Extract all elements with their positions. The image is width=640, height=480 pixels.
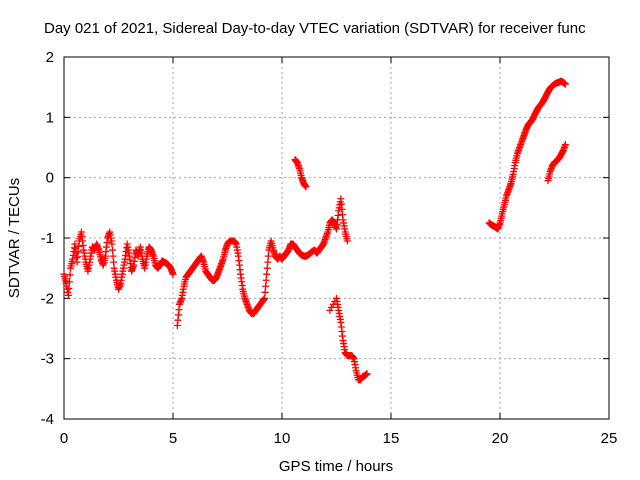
data-point bbox=[64, 291, 72, 299]
y-tick-label: -2 bbox=[41, 290, 54, 307]
x-tick-label: 0 bbox=[60, 430, 68, 447]
data-point bbox=[65, 278, 73, 286]
data-point bbox=[264, 258, 272, 266]
data-point bbox=[326, 306, 334, 314]
data-point bbox=[66, 271, 74, 279]
data-point bbox=[363, 370, 371, 378]
x-tick-label: 25 bbox=[601, 430, 618, 447]
tick-labels: 0 5 10 15 20 25 -4 -3 -2 -1 0 1 2 bbox=[41, 49, 618, 447]
plot-frame bbox=[63, 56, 610, 420]
x-axis-label: GPS time / hours bbox=[279, 458, 393, 475]
data-point bbox=[262, 276, 270, 284]
y-tick-label: 2 bbox=[46, 49, 54, 66]
x-tick-label: 15 bbox=[383, 430, 400, 447]
data-point bbox=[65, 285, 73, 293]
data-point bbox=[262, 282, 270, 290]
data-points bbox=[60, 77, 569, 384]
data-point bbox=[302, 183, 310, 191]
x-tick-label: 20 bbox=[492, 430, 509, 447]
data-point bbox=[261, 294, 269, 302]
data-point bbox=[109, 252, 117, 260]
data-point bbox=[264, 252, 272, 260]
y-tick-label: -3 bbox=[41, 351, 54, 368]
data-point bbox=[561, 80, 569, 88]
data-point bbox=[109, 246, 117, 254]
data-point bbox=[261, 288, 269, 296]
data-point bbox=[169, 270, 177, 278]
data-point bbox=[561, 140, 569, 148]
data-point bbox=[263, 264, 271, 272]
y-tick-label: 1 bbox=[46, 109, 54, 126]
grid-lines bbox=[64, 57, 609, 419]
data-point bbox=[110, 258, 118, 266]
data-point bbox=[263, 270, 271, 278]
x-tick-label: 10 bbox=[274, 430, 291, 447]
y-axis-label: SDTVAR / TECUs bbox=[6, 178, 23, 298]
data-point bbox=[328, 303, 336, 311]
data-point bbox=[343, 237, 351, 245]
x-tick-label: 5 bbox=[169, 430, 177, 447]
y-tick-label: -4 bbox=[41, 411, 54, 428]
y-tick-label: -1 bbox=[41, 230, 54, 247]
y-tick-label: 0 bbox=[46, 170, 54, 187]
chart-title: Day 021 of 2021, Sidereal Day-to-day VTE… bbox=[44, 20, 586, 37]
data-point bbox=[108, 240, 116, 248]
